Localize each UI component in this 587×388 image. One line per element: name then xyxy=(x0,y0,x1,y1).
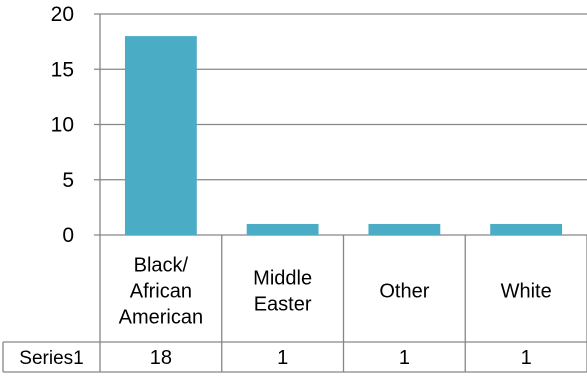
y-tick-label-0: 0 xyxy=(62,224,74,247)
data-table-value-2: 1 xyxy=(399,347,410,369)
bar-3 xyxy=(490,223,563,235)
category-label-0-line-0: Black/ xyxy=(134,255,189,277)
series-name-label: Series1 xyxy=(19,348,83,369)
y-tick-label-15: 15 xyxy=(51,58,74,81)
category-label-0-line-2: American xyxy=(119,307,203,329)
y-tick-label-20: 20 xyxy=(51,3,74,26)
bar-2 xyxy=(368,223,441,235)
data-table-value-3: 1 xyxy=(521,347,532,369)
y-tick-label-5: 5 xyxy=(62,169,74,192)
y-tick-label-10: 10 xyxy=(51,114,74,137)
category-label-1-line-0: Middle xyxy=(253,268,312,290)
category-label-0-line-1: African xyxy=(130,281,192,303)
data-table-value-0: 18 xyxy=(150,347,172,369)
category-label-3-line-0: White xyxy=(501,281,552,303)
category-label-1-line-1: Easter xyxy=(254,294,312,316)
bar-0 xyxy=(124,36,197,235)
category-label-2-line-0: Other xyxy=(379,281,429,303)
data-table-value-1: 1 xyxy=(277,347,288,369)
bar-1 xyxy=(246,223,319,235)
